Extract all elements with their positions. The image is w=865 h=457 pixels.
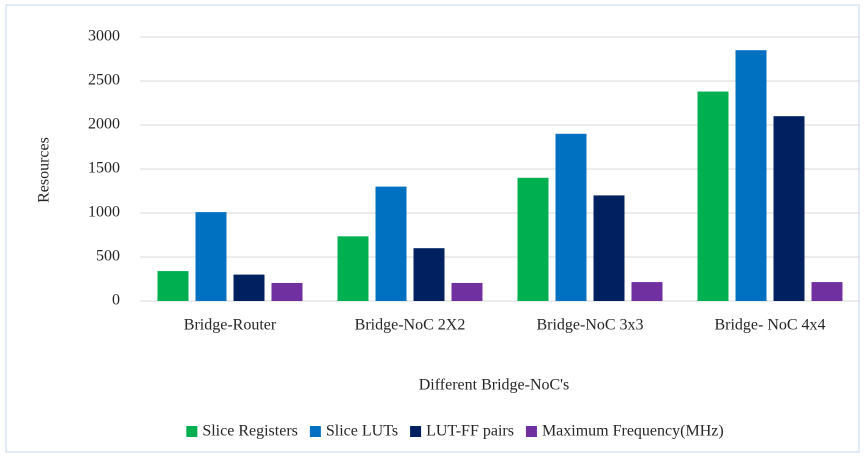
bar bbox=[697, 91, 729, 301]
x-tick-label: Bridge-Router bbox=[184, 317, 277, 334]
bar bbox=[555, 133, 587, 301]
bar bbox=[773, 116, 805, 301]
legend-swatch bbox=[525, 426, 537, 437]
y-tick-label: 3000 bbox=[88, 28, 120, 45]
y-tick-label: 0 bbox=[112, 292, 120, 309]
y-tick-label: 2000 bbox=[88, 116, 120, 133]
x-tick-label: Bridge-NoC 3x3 bbox=[536, 317, 643, 334]
y-tick-label: 500 bbox=[96, 248, 120, 265]
legend-swatch bbox=[186, 426, 198, 437]
bar bbox=[337, 236, 369, 301]
y-axis-title: Resources bbox=[36, 137, 53, 203]
bar bbox=[195, 212, 227, 301]
bar bbox=[631, 282, 663, 301]
x-axis-title: Different Bridge-NoC's bbox=[419, 377, 570, 394]
bar bbox=[157, 271, 189, 301]
x-tick-label: Bridge-NoC 2X2 bbox=[355, 317, 466, 334]
bar bbox=[735, 50, 767, 302]
y-tick-label: 1000 bbox=[88, 204, 120, 221]
y-tick-label: 2500 bbox=[88, 72, 120, 89]
bar bbox=[233, 274, 265, 301]
legend-swatch bbox=[309, 426, 321, 437]
legend-label: Maximum Frequency(MHz) bbox=[542, 423, 724, 440]
bar bbox=[271, 282, 303, 301]
bar bbox=[451, 282, 483, 301]
legend-label: Slice LUTs bbox=[326, 423, 398, 440]
legend-label: LUT-FF pairs bbox=[426, 423, 514, 440]
bar bbox=[811, 282, 843, 301]
legend-swatch bbox=[410, 426, 422, 437]
bar bbox=[593, 195, 625, 301]
bar bbox=[517, 177, 549, 301]
legend-label: Slice Registers bbox=[202, 423, 298, 440]
y-tick-label: 1500 bbox=[88, 160, 120, 177]
bar bbox=[413, 248, 445, 301]
x-tick-label: Bridge- NoC 4x4 bbox=[714, 317, 825, 334]
bar bbox=[375, 186, 407, 301]
